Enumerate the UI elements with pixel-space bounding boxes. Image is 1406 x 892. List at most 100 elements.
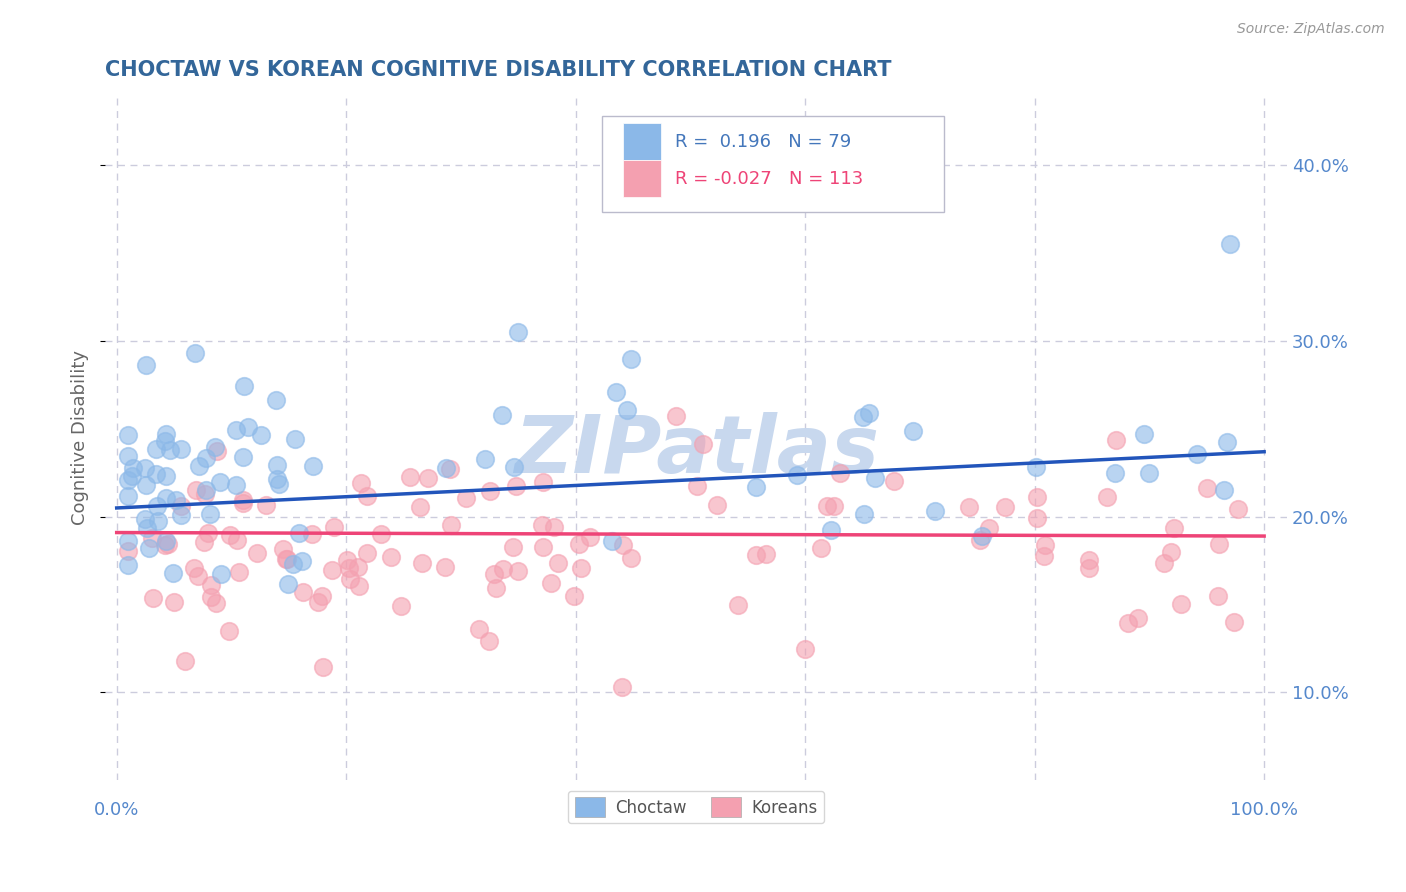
Point	[823, 500, 845, 514]
Point	[579, 530, 602, 544]
FancyBboxPatch shape	[623, 160, 661, 197]
Point	[727, 598, 749, 612]
Point	[232, 379, 254, 393]
Y-axis label: Cognitive Disability: Cognitive Disability	[72, 351, 89, 525]
Point	[205, 444, 228, 458]
Point	[439, 518, 461, 533]
Point	[1137, 466, 1160, 480]
Legend: Choctaw, Koreans: Choctaw, Koreans	[568, 791, 824, 823]
Point	[194, 450, 217, 465]
Point	[852, 409, 875, 424]
Point	[281, 557, 304, 571]
Point	[153, 434, 176, 448]
Point	[1133, 427, 1156, 442]
Point	[1025, 459, 1047, 474]
Point	[409, 500, 432, 514]
Point	[254, 498, 277, 512]
Point	[786, 468, 808, 483]
Point	[745, 480, 768, 494]
Point	[1216, 434, 1239, 449]
Point	[145, 500, 167, 514]
Point	[610, 680, 633, 694]
Point	[686, 479, 709, 493]
Point	[380, 549, 402, 564]
Point	[1208, 536, 1230, 550]
Point	[194, 483, 217, 497]
Text: ZIPatlas: ZIPatlas	[513, 412, 879, 491]
Point	[828, 467, 851, 481]
Point	[135, 478, 157, 492]
Point	[745, 548, 768, 562]
Point	[187, 569, 209, 583]
Point	[540, 575, 562, 590]
Text: R = -0.027   N = 113: R = -0.027 N = 113	[675, 169, 863, 187]
Point	[820, 524, 842, 538]
Point	[226, 533, 249, 547]
Point	[399, 470, 422, 484]
Point	[619, 550, 641, 565]
Point	[145, 442, 167, 457]
Point	[356, 546, 378, 560]
Point	[810, 541, 832, 556]
Point	[197, 525, 219, 540]
Point	[350, 475, 373, 490]
Point	[170, 499, 193, 513]
Point	[155, 468, 177, 483]
Point	[312, 660, 335, 674]
Point	[491, 409, 513, 423]
Point	[174, 654, 197, 668]
Point	[155, 491, 177, 506]
Point	[336, 553, 359, 567]
Point	[228, 566, 250, 580]
Point	[170, 508, 193, 523]
Point	[600, 533, 623, 548]
Point	[1213, 483, 1236, 497]
Point	[183, 560, 205, 574]
Point	[156, 537, 179, 551]
Point	[1223, 615, 1246, 629]
Point	[1104, 466, 1126, 480]
Point	[454, 491, 477, 505]
Point	[138, 541, 160, 555]
Point	[232, 496, 254, 510]
Point	[225, 423, 247, 437]
Point	[141, 591, 163, 605]
Point	[1126, 611, 1149, 625]
Point	[276, 552, 298, 566]
Point	[249, 427, 271, 442]
Point	[155, 426, 177, 441]
Point	[503, 459, 526, 474]
Point	[148, 514, 170, 528]
Point	[153, 538, 176, 552]
Point	[924, 504, 946, 518]
Point	[302, 459, 325, 474]
Point	[347, 560, 370, 574]
Point	[389, 599, 412, 613]
Point	[155, 533, 177, 548]
Point	[204, 440, 226, 454]
Point	[505, 478, 527, 492]
Point	[794, 641, 817, 656]
FancyBboxPatch shape	[623, 123, 661, 161]
Point	[219, 528, 242, 542]
Point	[200, 507, 222, 521]
Point	[276, 552, 298, 566]
Point	[1163, 521, 1185, 535]
Point	[665, 409, 688, 423]
Point	[531, 540, 554, 554]
Text: Source: ZipAtlas.com: Source: ZipAtlas.com	[1237, 22, 1385, 37]
Point	[337, 560, 360, 574]
Point	[200, 590, 222, 604]
Point	[485, 581, 508, 595]
Point	[543, 520, 565, 534]
Point	[605, 385, 627, 400]
Point	[508, 325, 530, 339]
Point	[141, 532, 163, 546]
Point	[170, 442, 193, 456]
Point	[706, 499, 728, 513]
Point	[287, 525, 309, 540]
Point	[194, 486, 217, 500]
Point	[211, 567, 233, 582]
Point	[1187, 446, 1209, 460]
Point	[883, 474, 905, 488]
